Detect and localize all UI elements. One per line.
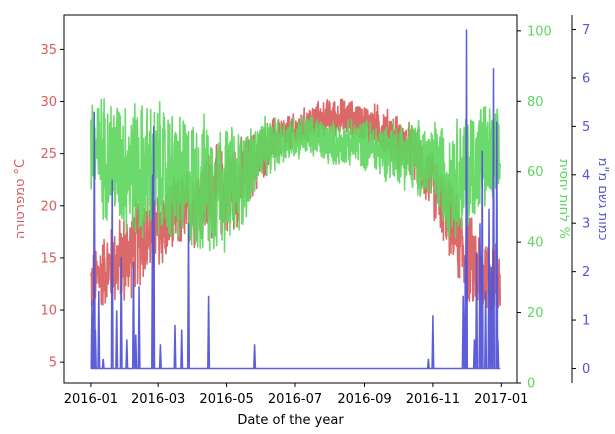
y-tick-label-rain: 5: [582, 120, 590, 135]
y-tick-label-temperature: 5: [49, 356, 57, 371]
y-tick-label-temperature: 35: [40, 43, 57, 58]
y-tick-label-humidity: 80: [527, 95, 544, 110]
y-tick-label-rain: 6: [582, 71, 590, 86]
y-axis-label-temperature: טמפרטורה °C: [13, 159, 28, 239]
y-axis-humidity: 0 20 40 60 80 100 לחות יחסית %: [517, 24, 571, 392]
y-tick-label-rain: 2: [582, 265, 590, 280]
x-tick-label: 2016-01: [64, 392, 118, 407]
series-layer: [90, 29, 501, 370]
y-tick-label-temperature: 15: [40, 251, 57, 266]
y-axis-label-rain: כמות גשם מ"מ: [595, 158, 610, 241]
plot-frame: [63, 14, 518, 384]
y-tick-label-rain: 4: [582, 168, 590, 183]
y-axis-rain: 0 1 2 3 4 5 6 7 כמות גשם מ"מ: [571, 15, 610, 383]
y-tick-label-humidity: 20: [527, 306, 544, 321]
y-tick-label-humidity: 40: [527, 236, 544, 251]
y-tick-label-temperature: 25: [40, 147, 57, 162]
y-tick-label-humidity: 100: [527, 24, 552, 39]
y-tick-label-rain: 7: [582, 23, 590, 38]
x-axis-label: Date of the year: [237, 413, 344, 428]
y-tick-label-temperature: 10: [40, 304, 57, 319]
series-line-hum: [90, 97, 501, 253]
x-tick-label: 2016-11: [406, 392, 460, 407]
x-tick-label: 2016-09: [337, 392, 391, 407]
x-tick-label: 2016-05: [199, 392, 253, 407]
y-axis-temperature: 5 10 15 20 25 30 35 טמפרטורה °C: [13, 43, 64, 371]
y-axis-label-humidity: לחות יחסית %: [556, 159, 571, 239]
y-tick-label-humidity: 0: [527, 377, 535, 392]
x-tick-label: 2016-03: [131, 392, 185, 407]
x-axis: 2016-01 2016-03 2016-05 2016-07 2016-09 2016-…: [64, 383, 528, 407]
y-tick-label-temperature: 20: [40, 199, 57, 214]
y-tick-label-rain: 0: [582, 362, 590, 377]
y-tick-label-rain: 1: [582, 314, 590, 329]
x-tick-label: 2016-07: [268, 392, 322, 407]
series-line-rain: [90, 29, 501, 370]
y-tick-label-rain: 3: [582, 217, 590, 232]
y-tick-label-temperature: 30: [40, 95, 57, 110]
x-tick-label: 2017-01: [474, 392, 528, 407]
y-tick-label-humidity: 60: [527, 165, 544, 180]
